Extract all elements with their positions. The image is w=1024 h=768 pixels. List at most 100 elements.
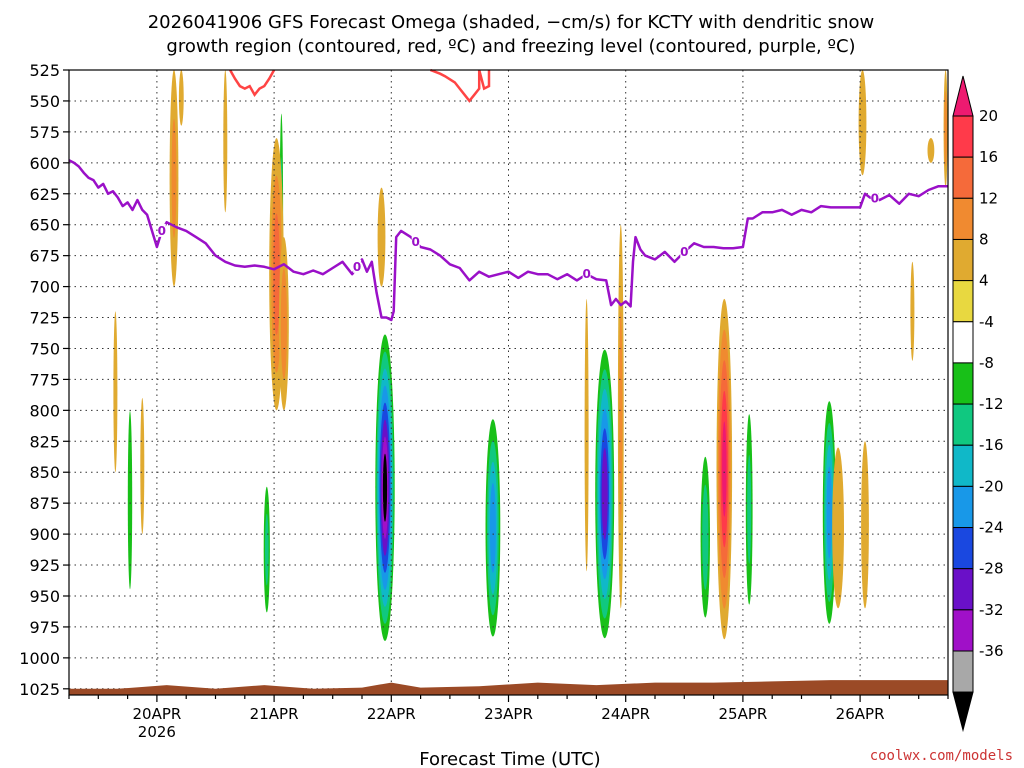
omega-ascent-region — [265, 513, 269, 586]
y-tick-label: 725 — [29, 309, 60, 328]
colorbar-label: -12 — [979, 395, 1004, 413]
omega-descent-region — [273, 213, 280, 335]
omega-descent-region — [858, 70, 867, 176]
omega-descent-region — [832, 447, 844, 609]
x-tick-label: 21APR — [250, 705, 299, 723]
credit-link[interactable]: coolwx.com/models — [870, 748, 1013, 764]
freezing-level-label: 0 — [353, 260, 361, 274]
y-tick-label: 850 — [29, 463, 60, 482]
colorbar-label: -8 — [979, 354, 994, 372]
omega-descent-region — [280, 268, 287, 380]
y-tick-label: 525 — [29, 61, 60, 80]
colorbar-swatch — [952, 197, 974, 240]
omega-descent-region — [223, 70, 228, 213]
colorbar-swatch — [952, 403, 974, 446]
omega-descent-region — [584, 299, 589, 572]
x-axis-label: Forecast Time (UTC) — [419, 749, 600, 768]
colorbar-label: -24 — [979, 519, 1004, 537]
y-tick-label: 1025 — [19, 680, 60, 699]
dgz-contour-line — [477, 69, 491, 91]
y-tick-label: 675 — [29, 247, 60, 266]
colorbar-swatch — [952, 156, 974, 199]
omega-descent-region — [140, 397, 145, 535]
gridlines — [69, 69, 948, 695]
x-tick-label: 24APR — [601, 705, 650, 723]
omega-shading-layer — [76, 69, 948, 658]
colorbar-swatch — [952, 238, 974, 282]
omega-descent-region — [927, 138, 935, 163]
omega-descent-region — [944, 91, 947, 167]
y-tick-label: 775 — [29, 370, 60, 389]
y-axis: 525 550 575 600 625 650 675 700 725 750 775 800 825 8… — [19, 61, 69, 699]
omega-ascent-region — [76, 70, 83, 138]
omega-descent-region — [171, 118, 177, 238]
y-tick-label: 575 — [29, 123, 60, 142]
colorbar-label: 4 — [979, 272, 989, 290]
colorbar-swatch — [952, 527, 974, 570]
colorbar-label: -20 — [979, 477, 1004, 495]
freezing-level-label-bg — [870, 191, 879, 205]
colorbar-label: -28 — [979, 560, 1004, 578]
omega-ascent-region — [747, 454, 752, 564]
colorbar-legend: 20 16 12 8 4 -4 -8 -12 -16 -20 -24 -28 -32 -36 — [952, 75, 1004, 733]
y-tick-label: 950 — [29, 587, 60, 606]
chart-title-line-1: 2026041906 GFS Forecast Omega (shaded, −… — [148, 12, 875, 33]
omega-descent-region — [722, 421, 727, 517]
colorbar-swatch — [952, 568, 974, 611]
contour-layer: 0 0 0 0 0 0 — [68, 68, 948, 322]
chart-title-line-2: growth region (contoured, red, ºC) and f… — [166, 36, 855, 57]
y-tick-label: 550 — [29, 92, 60, 111]
omega-descent-region — [178, 70, 184, 126]
freezing-level-label: 0 — [582, 267, 590, 281]
omega-ascent-region — [235, 70, 240, 213]
colorbar-swatch — [952, 321, 974, 364]
colorbar-swatch — [952, 650, 974, 693]
y-tick-label: 875 — [29, 494, 60, 513]
omega-ascent-region — [91, 70, 96, 213]
colorbar-label: 12 — [979, 189, 998, 207]
omega-ascent-region — [402, 69, 406, 262]
omega-descent-region — [113, 311, 118, 473]
colorbar-swatch — [952, 280, 974, 323]
omega-ascent-region — [462, 113, 467, 287]
y-tick-label: 900 — [29, 525, 60, 544]
colorbar-swatch — [952, 485, 974, 529]
x-tick-label: 22APR — [367, 705, 416, 723]
dgz-contour-line — [429, 68, 481, 103]
colorbar-label: 20 — [979, 107, 998, 125]
omega-ascent-region — [826, 466, 832, 559]
freezing-level-label-bg — [411, 235, 420, 249]
omega-ascent-region — [702, 484, 709, 590]
freezing-level-label: 0 — [158, 224, 166, 238]
freezing-level-label-bg — [157, 223, 166, 237]
omega-descent-region — [377, 187, 386, 287]
y-tick-label: 825 — [29, 432, 60, 451]
omega-ascent-region — [127, 411, 133, 590]
x-tick-label: 23APR — [484, 705, 533, 723]
omega-descent-region — [861, 441, 869, 609]
omega-descent-region — [910, 261, 915, 361]
colorbar-bottom-arrow — [952, 691, 974, 733]
freezing-level-label-bg — [680, 244, 689, 258]
surface-fill — [69, 680, 948, 695]
colorbar-label: 16 — [979, 148, 998, 166]
y-tick-label: 800 — [29, 401, 60, 420]
x-tick-label: 26APR — [836, 705, 885, 723]
y-tick-label: 1000 — [19, 649, 60, 668]
y-tick-label: 625 — [29, 185, 60, 204]
x-tick-label: 20APR — [132, 705, 181, 723]
y-tick-label: 650 — [29, 216, 60, 235]
colorbar-label: -32 — [979, 601, 1004, 619]
freezing-level-label: 0 — [871, 192, 879, 206]
colorbar-swatch — [952, 609, 974, 652]
omega-ascent-region — [641, 286, 646, 299]
omega-ascent-region — [601, 448, 608, 540]
omega-ascent-region — [382, 453, 388, 522]
surface-terrain — [69, 680, 948, 695]
y-tick-label: 925 — [29, 556, 60, 575]
colorbar-top-arrow — [952, 75, 974, 117]
dgz-contour-line — [229, 69, 276, 98]
y-tick-label: 600 — [29, 154, 60, 173]
